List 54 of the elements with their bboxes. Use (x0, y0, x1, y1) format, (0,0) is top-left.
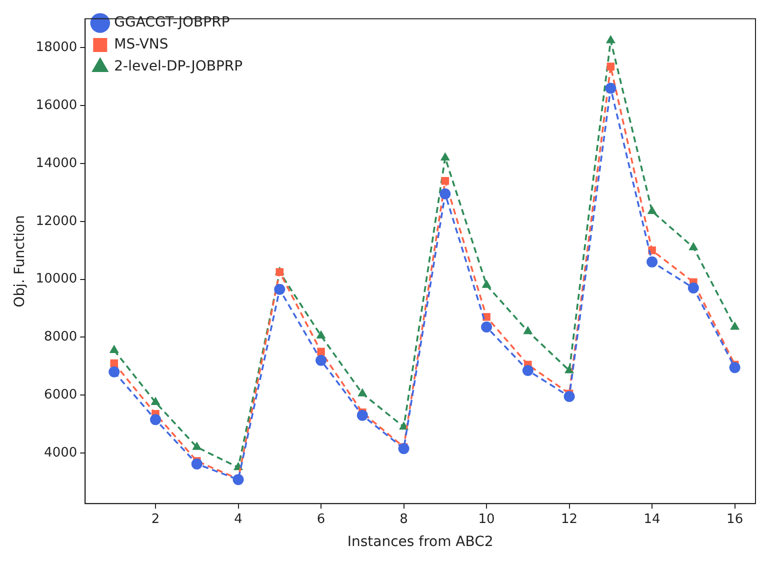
y-axis-title: Obj. Function (12, 215, 28, 308)
point (564, 364, 574, 374)
x-tick-label: 16 (726, 512, 744, 527)
y-tick-label: 10000 (36, 272, 78, 287)
point (150, 414, 161, 426)
legend-label: 2-level-DP-JOBPRP (114, 58, 243, 75)
point (482, 280, 492, 288)
point (110, 359, 118, 368)
point (316, 330, 326, 338)
y-tick-label: 4000 (44, 445, 78, 460)
point (730, 322, 740, 330)
point (317, 348, 325, 356)
point (523, 326, 533, 334)
y-tick-label: 16000 (36, 98, 78, 114)
x-tick-label: 12 (561, 512, 578, 527)
point (232, 474, 244, 486)
x-axis-title: Instances from ABC2 (347, 534, 494, 550)
y-tick-label: 6000 (44, 387, 78, 402)
point (522, 364, 534, 376)
point (356, 410, 368, 421)
point (398, 443, 410, 454)
point (688, 282, 699, 294)
legend-label: MS-VNS (114, 36, 168, 53)
point (109, 344, 119, 353)
point (481, 322, 492, 333)
point (440, 188, 451, 200)
y-tick-label: 18000 (36, 40, 78, 56)
point (440, 152, 450, 160)
x-tick-label: 8 (400, 512, 408, 527)
point (316, 354, 327, 366)
x-tick-label: 6 (316, 512, 326, 527)
point (646, 256, 658, 268)
point (192, 442, 202, 450)
point (605, 82, 616, 94)
point (647, 206, 657, 214)
point (358, 388, 368, 396)
point (688, 242, 698, 250)
point (108, 366, 120, 378)
point (274, 284, 286, 295)
point (191, 458, 202, 470)
x-tick-label: 10 (478, 512, 495, 527)
point (729, 362, 740, 374)
x-tick-label: 2 (151, 512, 160, 527)
point (606, 62, 615, 70)
legend-label: GGACGT-JOBPRP (114, 14, 230, 31)
point (441, 176, 450, 185)
point (564, 391, 575, 402)
y-tick-label: 14000 (36, 156, 78, 171)
x-tick-label: 14 (644, 512, 660, 527)
y-tick-label: 12000 (36, 214, 78, 229)
point (606, 35, 616, 44)
x-tick-label: 4 (234, 512, 242, 527)
point (150, 396, 160, 406)
y-tick-label: 8000 (44, 330, 78, 345)
